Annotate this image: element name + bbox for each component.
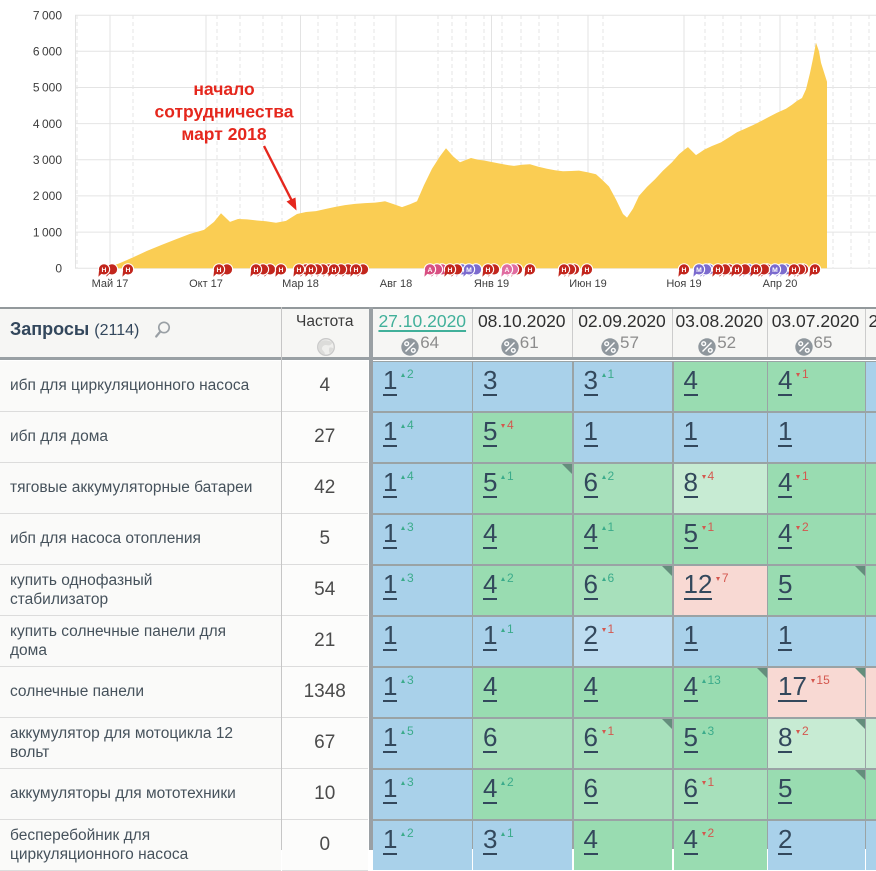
svg-text:Ноя 19: Ноя 19	[666, 278, 701, 290]
svg-text:3 000: 3 000	[33, 153, 62, 167]
svg-text:Н: Н	[528, 267, 533, 274]
svg-text:0: 0	[55, 261, 62, 275]
svg-text:Н: Н	[448, 267, 453, 274]
svg-text:М: М	[696, 267, 702, 274]
svg-text:6 000: 6 000	[33, 45, 62, 59]
svg-text:Н: Н	[309, 267, 314, 274]
svg-text:Н: Н	[813, 267, 818, 274]
svg-text:Н: Н	[562, 267, 567, 274]
svg-text:А: А	[428, 267, 433, 274]
svg-text:Н: Н	[585, 267, 590, 274]
svg-text:Авг 18: Авг 18	[380, 278, 412, 290]
svg-text:начало: начало	[193, 79, 254, 99]
svg-text:Н: Н	[486, 267, 491, 274]
svg-text:Н: Н	[332, 267, 337, 274]
svg-text:2 000: 2 000	[33, 189, 62, 203]
svg-text:Июн 19: Июн 19	[569, 278, 607, 290]
svg-text:Н: Н	[217, 267, 222, 274]
svg-text:Апр 20: Апр 20	[763, 278, 798, 290]
svg-text:Мар 18: Мар 18	[282, 278, 319, 290]
svg-text:Н: Н	[716, 267, 721, 274]
svg-text:М: М	[772, 267, 778, 274]
svg-text:Н: Н	[126, 267, 131, 274]
svg-text:март 2018: март 2018	[181, 124, 267, 144]
svg-text:7 000: 7 000	[33, 8, 62, 22]
svg-text:Н: Н	[297, 267, 302, 274]
svg-text:Янв 19: Янв 19	[474, 278, 509, 290]
svg-text:Н: Н	[754, 267, 759, 274]
svg-text:Н: Н	[254, 267, 259, 274]
svg-text:М: М	[466, 267, 472, 274]
svg-text:Н: Н	[279, 267, 284, 274]
svg-text:5 000: 5 000	[33, 81, 62, 95]
svg-text:4 000: 4 000	[33, 117, 62, 131]
svg-text:Май 17: Май 17	[92, 278, 129, 290]
svg-text:Н: Н	[792, 267, 797, 274]
svg-text:Н: Н	[102, 267, 107, 274]
svg-text:Окт 17: Окт 17	[189, 278, 223, 290]
svg-text:А: А	[505, 267, 510, 274]
svg-text:1 000: 1 000	[33, 225, 62, 239]
svg-text:Н: Н	[682, 267, 687, 274]
svg-text:Н: Н	[735, 267, 740, 274]
svg-text:Н: Н	[354, 267, 359, 274]
svg-text:сотрудничества: сотрудничества	[155, 102, 294, 122]
